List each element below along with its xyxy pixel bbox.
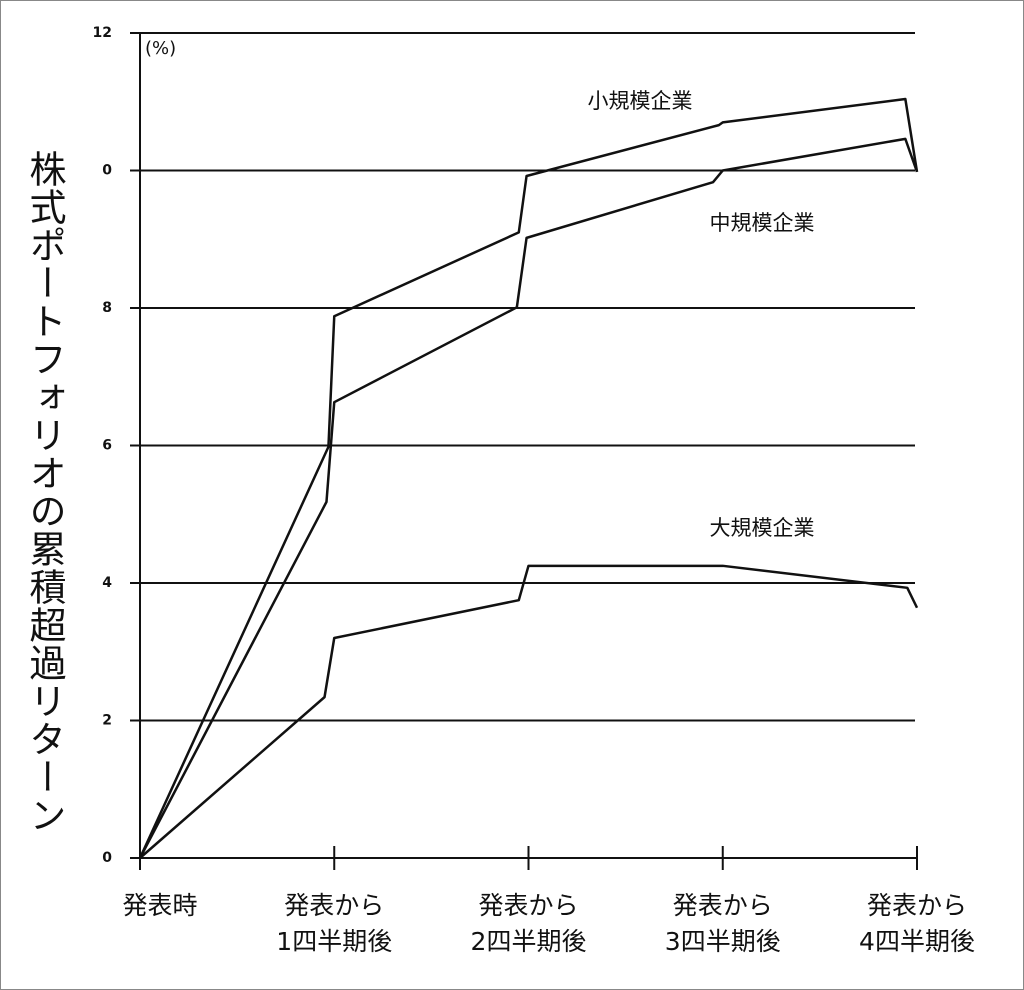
y-axis-label: 株式ポートフォリオの累積超過リターン [23,150,66,834]
x-tick-label: 発表時 [122,891,198,920]
series-label: 中規模企業 [710,211,815,235]
y-tick-label: 4 [102,575,112,591]
x-tick-label: 発表から 4四半期後 [859,891,975,956]
y-tick-label: 8 [102,300,112,316]
y-tick-label: 6 [102,438,112,454]
series-label: 小規模企業 [588,89,693,113]
series-label: 大規模企業 [710,516,815,540]
series-line [139,564,919,859]
y-tick-label: 2 [102,713,112,729]
series-line [138,137,919,859]
x-tick-label: 発表から 2四半期後 [470,891,587,956]
y-unit: (%) [145,38,176,59]
x-tick-label: 発表から 3四半期後 [664,891,781,956]
series-line [138,97,919,859]
x-tick-label: 発表から 1四半期後 [276,891,393,956]
y-tick-label: 12 [93,25,112,41]
y-tick-label: 0 [102,163,112,179]
y-tick-label: 0 [102,850,112,866]
